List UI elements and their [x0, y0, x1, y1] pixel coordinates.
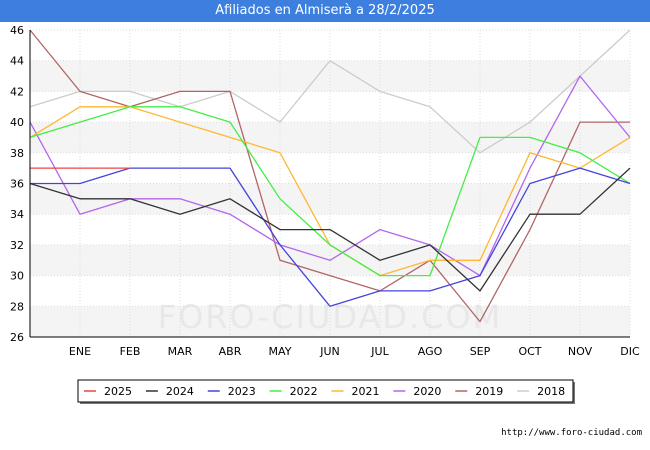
- legend: 2025 2024 2023 2022 2021 2020 2019 2018: [77, 379, 575, 404]
- y-axis-ticks: 26 28 30 32 34 36 38 40 42 44 46: [10, 24, 24, 344]
- legend-label-2019: 2019: [475, 385, 503, 398]
- y-tick-label: 28: [10, 300, 24, 313]
- y-tick-label: 32: [10, 239, 24, 252]
- y-tick-label: 44: [10, 55, 24, 68]
- legend-label-2024: 2024: [166, 385, 194, 398]
- series-line-2018: [29, 29, 631, 154]
- source-link[interactable]: http://www.foro-ciudad.com: [501, 428, 642, 438]
- x-tick-label: JUL: [370, 345, 389, 358]
- x-tick-label: ENE: [69, 345, 91, 358]
- x-tick-label: OCT: [518, 345, 541, 358]
- series-lines: [29, 29, 631, 323]
- x-tick-label: JUN: [319, 345, 340, 358]
- legend-label-2018: 2018: [537, 385, 565, 398]
- y-tick-label: 36: [10, 178, 24, 191]
- y-tick-label: 40: [10, 116, 24, 129]
- chart-title: Afiliados en Almiserà a 28/2/2025: [0, 0, 650, 22]
- legend-label-2021: 2021: [352, 385, 380, 398]
- x-tick-label: ABR: [219, 345, 242, 358]
- y-tick-label: 46: [10, 24, 24, 37]
- y-tick-label: 30: [10, 270, 24, 283]
- series-line-2022: [29, 106, 631, 277]
- legend-label-2023: 2023: [228, 385, 256, 398]
- x-tick-label: FEB: [120, 345, 141, 358]
- plot-band: [30, 60, 630, 92]
- y-tick-label: 34: [10, 208, 24, 221]
- legend-label-2022: 2022: [290, 385, 318, 398]
- x-tick-label: SEP: [470, 345, 491, 358]
- y-tick-label: 42: [10, 85, 24, 98]
- x-tick-label: MAR: [168, 345, 193, 358]
- x-tick-label: DIC: [620, 345, 640, 358]
- legend-label-2025: 2025: [104, 385, 132, 398]
- y-tick-label: 38: [10, 147, 24, 160]
- legend-label-2020: 2020: [413, 385, 441, 398]
- series-line-2024: [29, 167, 631, 292]
- plot-band: [30, 275, 630, 307]
- x-axis-ticks: ENE FEB MAR ABR MAY JUN JUL AGO SEP OCT NOV DIC: [69, 345, 640, 358]
- axes: [29, 30, 630, 338]
- x-tick-label: AGO: [418, 345, 443, 358]
- x-tick-label: MAY: [269, 345, 292, 358]
- legend-box: [77, 379, 574, 403]
- x-tick-label: NOV: [568, 345, 593, 358]
- y-tick-label: 26: [10, 331, 24, 344]
